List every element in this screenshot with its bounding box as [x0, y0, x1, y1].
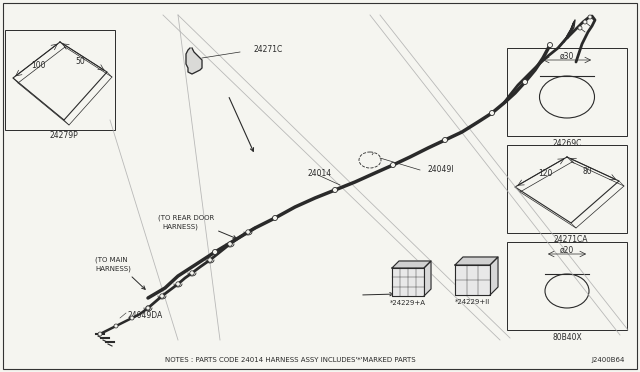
Circle shape	[208, 258, 212, 262]
Text: 100: 100	[31, 61, 45, 70]
Polygon shape	[455, 265, 490, 295]
Circle shape	[390, 163, 396, 167]
Text: 120: 120	[538, 170, 552, 179]
Text: (TO MAIN: (TO MAIN	[95, 257, 127, 263]
Bar	[507, 48, 627, 136]
Text: (TO REAR DOOR: (TO REAR DOOR	[158, 215, 214, 221]
Circle shape	[130, 316, 134, 320]
Circle shape	[160, 294, 164, 298]
Polygon shape	[424, 261, 431, 296]
Bar	[5, 30, 115, 130]
Circle shape	[578, 26, 582, 30]
Circle shape	[98, 332, 102, 336]
Circle shape	[442, 138, 447, 142]
Circle shape	[212, 250, 218, 254]
Circle shape	[176, 282, 180, 286]
Text: 24014: 24014	[307, 169, 331, 177]
Circle shape	[146, 306, 150, 310]
Circle shape	[333, 187, 337, 192]
Polygon shape	[392, 261, 431, 268]
Text: NOTES : PARTS CODE 24014 HARNESS ASSY INCLUDES'*'MARKED PARTS: NOTES : PARTS CODE 24014 HARNESS ASSY IN…	[164, 357, 415, 363]
Text: ø30: ø30	[560, 51, 574, 61]
Text: 24279P: 24279P	[50, 131, 78, 141]
Text: *24229+A: *24229+A	[390, 300, 426, 306]
Text: 24271CA: 24271CA	[554, 235, 588, 244]
Text: HARNESS): HARNESS)	[95, 266, 131, 272]
Bar	[507, 145, 627, 233]
Text: 50: 50	[75, 58, 85, 67]
Circle shape	[146, 306, 150, 310]
Circle shape	[547, 42, 552, 48]
Text: 24049DA: 24049DA	[128, 311, 163, 320]
Text: 80B40X: 80B40X	[552, 333, 582, 341]
Circle shape	[490, 110, 495, 115]
Circle shape	[246, 230, 250, 234]
Text: J2400B64: J2400B64	[591, 357, 625, 363]
Circle shape	[114, 324, 118, 328]
Circle shape	[228, 242, 232, 246]
Text: ø20: ø20	[560, 246, 574, 254]
Polygon shape	[392, 268, 424, 296]
Circle shape	[588, 15, 592, 19]
Polygon shape	[490, 257, 498, 295]
Polygon shape	[455, 257, 498, 265]
Circle shape	[273, 215, 278, 221]
Text: 24269C: 24269C	[552, 138, 582, 148]
Text: *24229+II: *24229+II	[455, 299, 490, 305]
Text: 80: 80	[582, 167, 592, 176]
Circle shape	[583, 20, 587, 24]
Bar	[507, 242, 627, 330]
Text: 24049I: 24049I	[428, 166, 454, 174]
Circle shape	[190, 271, 194, 275]
Polygon shape	[186, 48, 202, 74]
Circle shape	[522, 80, 527, 84]
Text: 24271C: 24271C	[253, 45, 282, 55]
Text: HARNESS): HARNESS)	[162, 224, 198, 230]
